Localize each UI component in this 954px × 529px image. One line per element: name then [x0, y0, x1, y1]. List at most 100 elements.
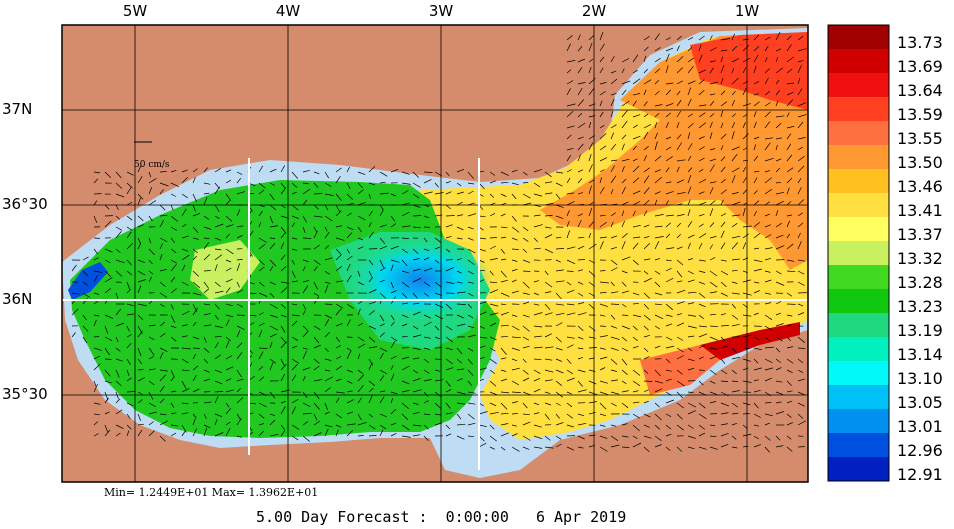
- velocity-arrow: [797, 312, 805, 316]
- velocity-arrow: [588, 179, 594, 184]
- velocity-arrow: [181, 380, 187, 390]
- velocity-arrow: [533, 292, 539, 296]
- velocity-arrow: [753, 93, 759, 96]
- velocity-arrow: [445, 267, 454, 272]
- velocity-arrow: [522, 182, 529, 184]
- velocity-arrow: [676, 336, 684, 341]
- velocity-arrow: [676, 301, 685, 305]
- velocity-arrow: [104, 270, 112, 278]
- velocity-arrow: [401, 237, 409, 239]
- velocity-arrow: [775, 167, 781, 173]
- velocity-arrow: [665, 369, 672, 372]
- velocity-arrow: [192, 176, 196, 184]
- velocity-arrow: [170, 402, 175, 408]
- velocity-arrow: [665, 358, 671, 363]
- velocity-arrow: [632, 124, 638, 129]
- velocity-arrow: [511, 290, 520, 294]
- velocity-arrow: [709, 313, 717, 316]
- velocity-arrow: [478, 301, 487, 305]
- velocity-arrow: [544, 391, 551, 394]
- velocity-arrow: [104, 336, 113, 341]
- velocity-arrow: [632, 345, 639, 349]
- velocity-arrow: [192, 255, 197, 261]
- velocity-arrow: [676, 347, 684, 353]
- velocity-arrow: [137, 285, 142, 294]
- velocity-arrow: [654, 225, 663, 228]
- velocity-arrow: [797, 178, 802, 184]
- velocity-arrow: [643, 413, 651, 418]
- velocity-arrow: [335, 210, 342, 217]
- velocity-arrow: [599, 187, 605, 195]
- velocity-arrow: [137, 176, 143, 184]
- velocity-arrow: [786, 167, 794, 173]
- velocity-arrow: [445, 248, 451, 253]
- velocity-arrow: [544, 379, 553, 382]
- legend-swatch: [828, 433, 889, 458]
- velocity-arrow: [709, 380, 716, 384]
- velocity-arrow: [687, 143, 693, 151]
- velocity-arrow: [654, 292, 663, 296]
- velocity-arrow: [709, 391, 718, 395]
- velocity-arrow: [104, 380, 112, 384]
- velocity-arrow: [203, 192, 210, 195]
- velocity-arrow: [555, 422, 564, 426]
- velocity-arrow: [731, 390, 740, 393]
- velocity-arrow: [148, 430, 155, 437]
- velocity-arrow: [555, 303, 565, 306]
- velocity-arrow: [665, 37, 671, 41]
- velocity-arrow: [577, 143, 584, 151]
- velocity-arrow: [599, 424, 606, 427]
- velocity-arrow: [511, 336, 521, 339]
- velocity-arrow: [753, 190, 758, 195]
- velocity-arrow: [731, 258, 740, 261]
- velocity-arrow: [610, 369, 617, 372]
- velocity-arrow: [379, 267, 386, 272]
- velocity-arrow: [258, 376, 265, 382]
- velocity-arrow: [654, 214, 664, 217]
- velocity-arrow: [390, 168, 399, 173]
- velocity-arrow: [500, 270, 507, 278]
- velocity-arrow: [676, 90, 681, 96]
- velocity-arrow: [401, 314, 409, 318]
- velocity-arrow: [676, 222, 682, 228]
- velocity-arrow: [786, 35, 792, 41]
- velocity-arrow: [764, 413, 773, 417]
- velocity-arrow: [797, 281, 805, 286]
- velocity-arrow: [654, 281, 661, 288]
- velocity-arrow: [665, 156, 673, 162]
- velocity-arrow: [203, 413, 207, 419]
- velocity-arrow: [291, 363, 298, 371]
- velocity-arrow: [588, 380, 597, 385]
- velocity-arrow: [720, 156, 726, 162]
- velocity-arrow: [665, 345, 675, 349]
- velocity-arrow: [335, 176, 341, 184]
- velocity-arrow: [258, 423, 265, 426]
- velocity-arrow: [401, 335, 408, 338]
- velocity-arrow: [632, 242, 639, 250]
- velocity-arrow: [71, 292, 81, 295]
- velocity-arrow: [346, 369, 354, 373]
- velocity-arrow: [621, 166, 625, 173]
- velocity-arrow: [489, 180, 497, 184]
- velocity-arrow: [368, 193, 372, 199]
- velocity-arrow: [192, 168, 198, 173]
- velocity-arrow: [720, 213, 726, 217]
- velocity-arrow: [731, 33, 736, 41]
- velocity-arrow: [423, 248, 430, 252]
- velocity-arrow: [709, 67, 714, 74]
- velocity-arrow: [709, 100, 715, 107]
- velocity-arrow: [720, 259, 727, 262]
- velocity-arrow: [797, 146, 803, 151]
- velocity-arrow: [709, 222, 715, 228]
- velocity-arrow: [687, 113, 694, 118]
- velocity-arrow: [522, 402, 528, 409]
- velocity-arrow: [654, 402, 660, 408]
- velocity-arrow: [93, 257, 99, 261]
- velocity-arrow: [610, 92, 617, 96]
- velocity-arrow: [104, 411, 110, 415]
- velocity-arrow: [654, 191, 661, 195]
- legend-swatch: [828, 313, 889, 338]
- velocity-arrow: [148, 276, 153, 283]
- velocity-arrow: [434, 314, 443, 320]
- velocity-arrow: [797, 240, 802, 250]
